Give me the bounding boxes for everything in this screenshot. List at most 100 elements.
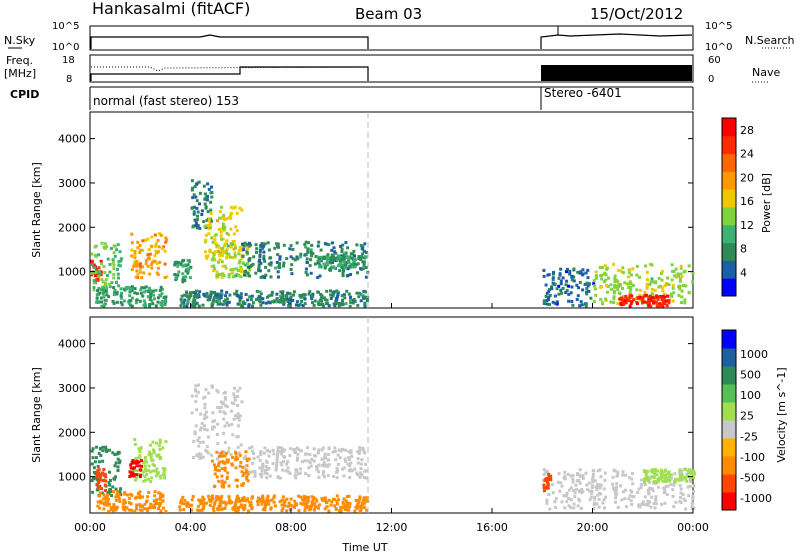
data-cell — [365, 476, 369, 480]
data-cell — [306, 504, 310, 508]
data-cell — [238, 414, 242, 418]
data-cell — [187, 295, 191, 299]
data-cell — [543, 489, 546, 493]
data-cell — [215, 293, 219, 297]
data-cell — [305, 273, 309, 277]
data-cell — [290, 504, 294, 508]
data-cell — [335, 500, 339, 503]
data-cell — [629, 302, 633, 306]
data-cell — [650, 495, 654, 499]
data-cell — [102, 245, 106, 249]
data-cell — [258, 497, 262, 501]
colorbar-swatch — [722, 171, 736, 190]
data-cell — [263, 276, 267, 279]
data-cell — [222, 391, 226, 395]
data-cell — [285, 497, 289, 501]
data-cell — [242, 482, 245, 486]
data-cell — [644, 470, 648, 474]
data-cell — [133, 509, 137, 513]
data-cell — [144, 259, 148, 263]
data-cell — [349, 449, 353, 453]
data-cell — [104, 299, 108, 302]
data-cell — [245, 274, 249, 278]
data-cell — [98, 491, 102, 495]
data-cell — [327, 509, 331, 513]
data-cell — [103, 497, 107, 501]
data-cell — [624, 473, 628, 477]
data-cell — [547, 477, 551, 481]
data-cell — [116, 465, 120, 469]
data-cell — [316, 276, 320, 279]
data-cell — [590, 486, 594, 490]
data-cell — [317, 450, 320, 454]
data-cell — [353, 509, 357, 513]
data-cell — [356, 461, 360, 465]
data-cell — [355, 507, 359, 511]
data-cell — [266, 449, 270, 453]
data-cell — [621, 287, 624, 290]
data-cell — [243, 506, 247, 510]
data-cell — [224, 452, 228, 456]
data-cell — [326, 302, 330, 306]
data-cell — [290, 272, 294, 276]
data-cell — [645, 282, 649, 286]
data-cell — [660, 473, 664, 477]
data-cell — [310, 501, 314, 505]
data-cell — [632, 495, 636, 498]
power-colorbar-label: Power [dB] — [760, 173, 773, 233]
data-cell — [121, 505, 125, 509]
data-cell — [678, 476, 682, 480]
data-cell — [232, 402, 236, 406]
data-cell — [100, 491, 104, 495]
data-cell — [627, 286, 631, 289]
data-cell — [159, 495, 162, 498]
velocity-cells — [90, 383, 696, 513]
data-cell — [221, 507, 225, 511]
data-cell — [319, 255, 323, 259]
data-cell — [685, 479, 689, 483]
data-cell — [235, 211, 239, 215]
data-cell — [619, 484, 622, 488]
data-cell — [105, 274, 109, 277]
data-cell — [359, 462, 363, 466]
data-cell — [615, 492, 619, 496]
data-cell — [103, 271, 107, 274]
data-cell — [547, 472, 551, 476]
data-cell — [612, 291, 616, 295]
data-cell — [112, 267, 116, 271]
data-cell — [263, 259, 267, 263]
data-cell — [110, 281, 114, 285]
data-cell — [206, 451, 210, 455]
data-cell — [220, 237, 224, 241]
data-cell — [195, 301, 199, 305]
data-cell — [295, 468, 299, 472]
data-cell — [207, 435, 210, 439]
data-cell — [163, 276, 167, 279]
data-cell — [283, 504, 287, 508]
data-cell — [210, 385, 214, 389]
data-cell — [269, 263, 273, 267]
data-cell — [354, 499, 358, 502]
y-tick-label: 2000 — [58, 426, 86, 439]
data-cell — [158, 457, 162, 461]
data-cell — [553, 301, 557, 305]
data-cell — [584, 304, 588, 308]
data-cell — [191, 186, 194, 190]
data-cell — [635, 288, 639, 292]
data-cell — [242, 300, 246, 304]
data-cell — [349, 252, 353, 256]
data-cell — [691, 280, 694, 284]
data-cell — [159, 501, 163, 505]
data-cell — [584, 471, 588, 475]
data-cell — [159, 492, 163, 496]
data-cell — [565, 289, 569, 293]
data-cell — [231, 433, 235, 437]
colorbar-tick-label: 4 — [740, 266, 747, 279]
data-cell — [219, 400, 223, 404]
data-cell — [362, 249, 366, 253]
data-cell — [146, 256, 150, 260]
data-cell — [142, 286, 146, 290]
data-cell — [251, 461, 254, 465]
data-cell — [224, 266, 228, 270]
data-cell — [149, 295, 152, 299]
